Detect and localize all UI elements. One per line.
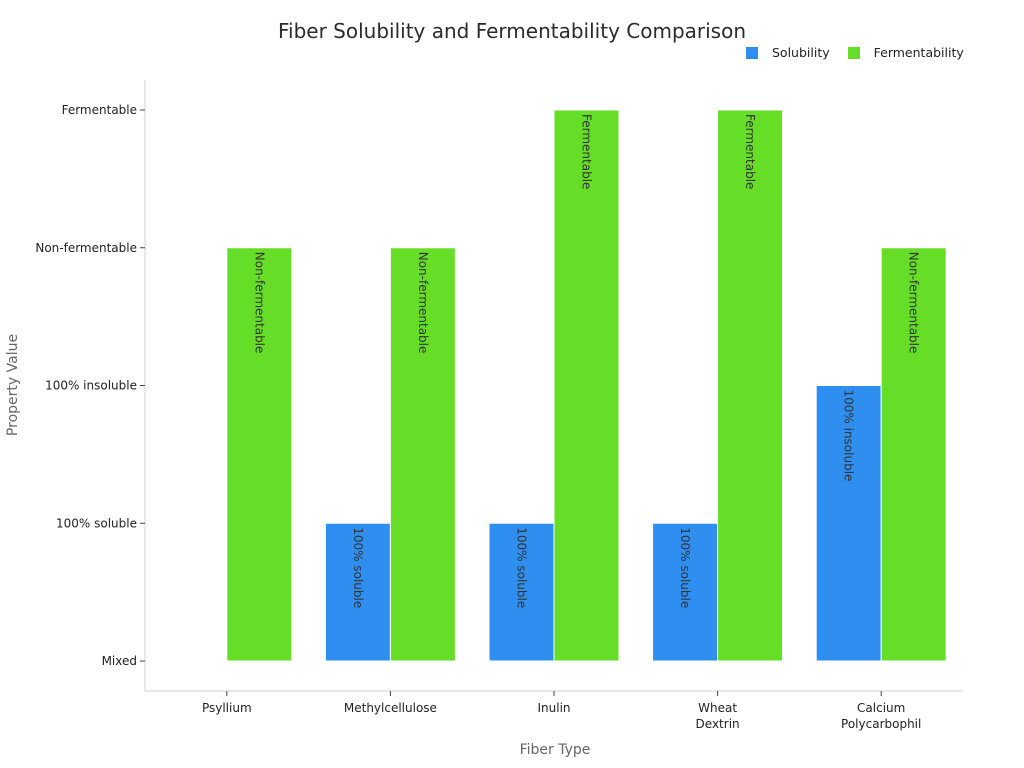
bar-fermentability [553,109,620,662]
bar-label-fermentability: Fermentable [580,114,594,189]
y-tick-label: 100% soluble [56,516,137,530]
y-tick-label: Non-fermentable [35,241,137,255]
x-tick-label: Dextrin [696,717,740,731]
x-tick-label: Methylcellulose [344,701,437,715]
bar-label-fermentability: Non-fermentable [907,252,921,354]
y-tick-label: Mixed [102,654,137,668]
x-tick-label: Psyllium [202,701,252,715]
bar-fermentability [226,247,293,662]
legend-label-fermentability: Fermentability [873,45,964,60]
bar-label-solubility: 100% soluble [515,527,529,608]
y-tick-label: 100% insoluble [45,379,137,393]
x-tick-label: Calcium [857,701,905,715]
bar-fermentability [717,109,784,662]
x-axis-title: Fiber Type [519,742,591,758]
bar-solubility [488,522,555,662]
legend: Solubility Fermentability [746,45,982,60]
bar-solubility [652,522,719,662]
legend-swatch-fermentability [847,46,860,59]
bar-label-fermentability: Non-fermentable [252,252,266,354]
legend-item-fermentability: Fermentability [847,45,964,60]
bar-fermentability [389,247,456,662]
bar-label-solubility: 100% insoluble [842,390,856,482]
legend-item-solubility: Solubility [746,45,830,60]
bar-label-fermentability: Non-fermentable [416,252,430,354]
x-tick-label: Wheat [698,701,737,715]
y-tick-label: Fermentable [62,103,137,117]
bar-solubility [324,522,391,662]
bar-fermentability [880,247,947,662]
bar-label-solubility: 100% soluble [678,527,692,608]
bar-label-solubility: 100% soluble [351,527,365,608]
x-tick-label: Inulin [537,701,570,715]
bar-label-fermentability: Fermentable [743,114,757,189]
legend-label-solubility: Solubility [772,45,830,60]
y-axis-title: Property Value [5,333,21,437]
legend-swatch-solubility [746,46,758,59]
x-tick-label: Polycarbophil [841,717,921,731]
chart-title: Fiber Solubility and Fermentability Comp… [277,19,747,43]
